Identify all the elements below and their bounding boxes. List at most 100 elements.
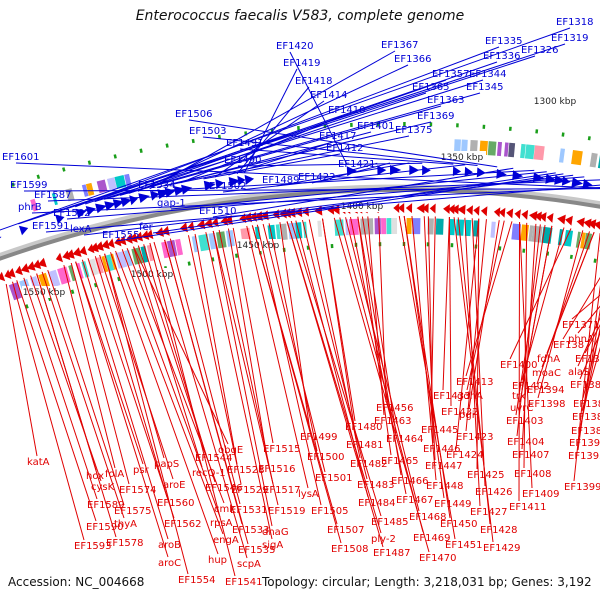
reverse-gene-arrow bbox=[451, 204, 459, 215]
reverse-gene-arrow bbox=[302, 206, 309, 217]
reverse-gene-label: EF1383 bbox=[573, 399, 600, 410]
reverse-leader-line bbox=[256, 224, 322, 506]
feature-block bbox=[461, 139, 468, 154]
reverse-gene-label: thyA bbox=[114, 519, 137, 530]
feature-block bbox=[161, 241, 170, 259]
reverse-gene-label: EF1562 bbox=[164, 519, 202, 530]
reverse-gene-label: cmk bbox=[214, 504, 235, 515]
reverse-gene-arrow bbox=[443, 204, 450, 214]
reverse-leader-line bbox=[333, 217, 430, 553]
reverse-leader-line bbox=[104, 253, 165, 459]
feature-block bbox=[30, 198, 39, 212]
reverse-gene-label: EF1394 bbox=[527, 385, 565, 396]
forward-gene-label: EF1582 bbox=[53, 208, 91, 219]
tick-mark bbox=[187, 261, 191, 266]
forward-leader-line bbox=[119, 105, 442, 196]
forward-leader-line bbox=[203, 153, 341, 180]
reverse-gene-label: uvrC bbox=[510, 403, 533, 414]
forward-leader-line bbox=[23, 188, 600, 192]
reverse-leader-line bbox=[227, 228, 269, 464]
forward-gene-arrow bbox=[120, 197, 132, 207]
reverse-gene-arrow bbox=[196, 219, 206, 230]
reverse-gene-label: EF1560 bbox=[157, 498, 195, 509]
feature-block bbox=[65, 188, 75, 202]
reverse-gene-label: EF1589 bbox=[87, 500, 125, 511]
reverse-gene-arrow bbox=[587, 219, 597, 230]
forward-leader-line bbox=[164, 135, 410, 187]
reverse-leader-line bbox=[137, 245, 216, 483]
reverse-gene-label: ply-2 bbox=[371, 534, 396, 545]
reverse-leader-line bbox=[153, 241, 248, 559]
feature-block bbox=[412, 218, 421, 235]
reverse-gene-label: EF1515 bbox=[263, 444, 301, 455]
reverse-gene-arrow bbox=[539, 212, 547, 222]
forward-leader-line bbox=[83, 174, 574, 236]
reverse-gene-arrow bbox=[7, 268, 16, 278]
feature-block bbox=[533, 145, 545, 161]
reverse-gene-label: EF1411 bbox=[509, 502, 547, 513]
reverse-leader-line bbox=[194, 233, 238, 465]
reverse-leader-line bbox=[286, 221, 384, 548]
forward-gene-arrow bbox=[244, 174, 255, 185]
feature-block bbox=[368, 218, 374, 235]
forward-gene-arrow bbox=[452, 166, 462, 177]
reverse-gene-label: EF1432 bbox=[441, 407, 479, 418]
reverse-gene-arrow bbox=[534, 211, 542, 222]
forward-leader-line bbox=[188, 119, 498, 168]
reverse-gene-label: katA bbox=[27, 457, 50, 468]
tick-mark bbox=[93, 282, 98, 288]
tick-mark bbox=[36, 174, 41, 180]
feature-block bbox=[597, 154, 600, 169]
reverse-gene-arrow bbox=[187, 221, 195, 232]
reverse-gene-arrow bbox=[37, 257, 47, 268]
forward-gene-label: EF1366 bbox=[394, 54, 432, 65]
forward-gene-arrow bbox=[150, 190, 160, 201]
forward-gene-arrow bbox=[215, 179, 225, 189]
feature-block bbox=[583, 232, 593, 250]
reverse-gene-arrow bbox=[429, 203, 436, 214]
forward-gene-arrow bbox=[129, 195, 138, 206]
reverse-gene-arrow bbox=[593, 221, 600, 230]
forward-leader-line bbox=[173, 131, 372, 185]
reverse-gene-label: pgi bbox=[459, 410, 474, 421]
reverse-gene-arrow bbox=[15, 265, 23, 276]
reverse-gene-label: psr bbox=[133, 465, 150, 476]
scale-label: 1500 kbp bbox=[131, 270, 174, 280]
feature-block bbox=[524, 144, 535, 160]
reverse-feature-ring bbox=[8, 218, 600, 301]
reverse-leader-line bbox=[455, 218, 480, 450]
accession-text: Accession: NC_004668 bbox=[8, 575, 145, 589]
reverse-gene-arrow bbox=[416, 203, 425, 214]
scale-label-bg bbox=[533, 95, 579, 107]
reverse-gene-arrow bbox=[457, 204, 466, 215]
tick-mark bbox=[593, 258, 597, 263]
reverse-leader-line bbox=[47, 269, 125, 506]
reverse-gene-arrow bbox=[179, 222, 188, 233]
reverse-leader-line bbox=[63, 265, 116, 469]
forward-leader-line bbox=[289, 51, 348, 165]
forward-gene-label: EF1401 bbox=[357, 121, 395, 132]
forward-gene-label: EF1591 bbox=[32, 221, 70, 232]
feature-block bbox=[101, 255, 109, 273]
forward-leader-line bbox=[15, 162, 600, 189]
reverse-gene-arrow bbox=[422, 203, 429, 214]
reverse-gene-label: EF1469 bbox=[413, 533, 451, 544]
reverse-gene-arrow bbox=[393, 203, 400, 213]
reverse-gene-label: EF1389 bbox=[571, 426, 600, 437]
forward-gene-arrow bbox=[18, 225, 29, 236]
reverse-leader-line bbox=[187, 235, 242, 485]
backbone bbox=[0, 188, 600, 261]
reverse-leader-line bbox=[465, 221, 513, 377]
feature-block bbox=[345, 219, 349, 236]
forward-leader-line bbox=[45, 184, 600, 233]
tick-mark bbox=[62, 167, 66, 172]
feature-block bbox=[374, 218, 382, 235]
feature-block bbox=[487, 141, 497, 156]
reverse-gene-label: aroB bbox=[158, 540, 181, 551]
reverse-leader-line bbox=[110, 252, 219, 555]
reverse-gene-label: EF1425 bbox=[467, 470, 505, 481]
forward-gene-label: EF1418 bbox=[295, 76, 333, 87]
forward-gene-label: EF1335 bbox=[485, 36, 523, 47]
reverse-leader-line bbox=[12, 281, 85, 541]
reverse-gene-label: recQ-1 bbox=[192, 468, 226, 479]
